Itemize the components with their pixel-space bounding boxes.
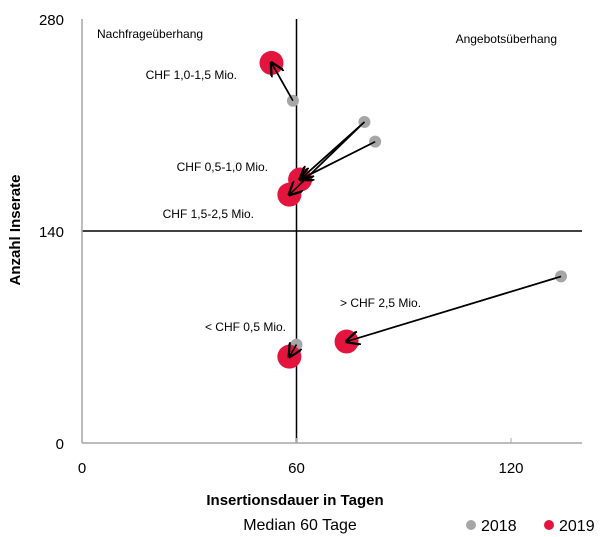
legend-label-2019: 2019 [559, 518, 595, 535]
arrow-layer [271, 63, 562, 357]
x-tick-label: 0 [78, 460, 86, 477]
category-label: CHF 1,5-2,5 Mio. [163, 207, 254, 221]
y-axis-title: Anzahl Inserate [7, 175, 24, 286]
category-label: > CHF 2,5 Mio. [340, 296, 421, 310]
category-label: CHF 0,5-1,0 Mio. [177, 160, 268, 174]
change-arrow-overlay [289, 345, 296, 357]
median-subtitle: Median 60 Tage [243, 517, 357, 534]
change-arrow-overlay [271, 63, 294, 102]
legend-label-2018: 2018 [481, 518, 517, 535]
points-2018 [286, 94, 568, 351]
y-tick-label: 280 [39, 12, 64, 29]
y-tick-label: 140 [39, 224, 64, 241]
legend-marker-2019 [544, 520, 554, 530]
quadrant-label-demand: Nachfrageüberhang [97, 27, 203, 41]
legend: 2018 2019 [466, 518, 595, 535]
x-tick-label: 120 [498, 460, 523, 477]
quadrant-lines [82, 19, 582, 443]
y-axis: 0 140 280 [39, 12, 83, 453]
x-tick-label: 60 [288, 460, 305, 477]
y-tick-label: 0 [56, 436, 64, 453]
change-arrow-overlay [289, 121, 365, 195]
x-axis-title: Insertionsdauer in Tagen [206, 492, 383, 509]
x-axis: 0 60 120 [78, 438, 582, 477]
category-label: < CHF 0,5 Mio. [205, 320, 286, 334]
arrow-overlay [271, 63, 562, 357]
legend-marker-2018 [466, 520, 476, 530]
quadrant-label-supply: Angebotsüberhang [456, 32, 557, 46]
change-arrow-overlay [347, 275, 562, 341]
annotation-layer: CHF 1,0-1,5 Mio. CHF 0,5-1,0 Mio. CHF 1,5-… [146, 68, 421, 334]
category-label: CHF 1,0-1,5 Mio. [146, 68, 237, 82]
